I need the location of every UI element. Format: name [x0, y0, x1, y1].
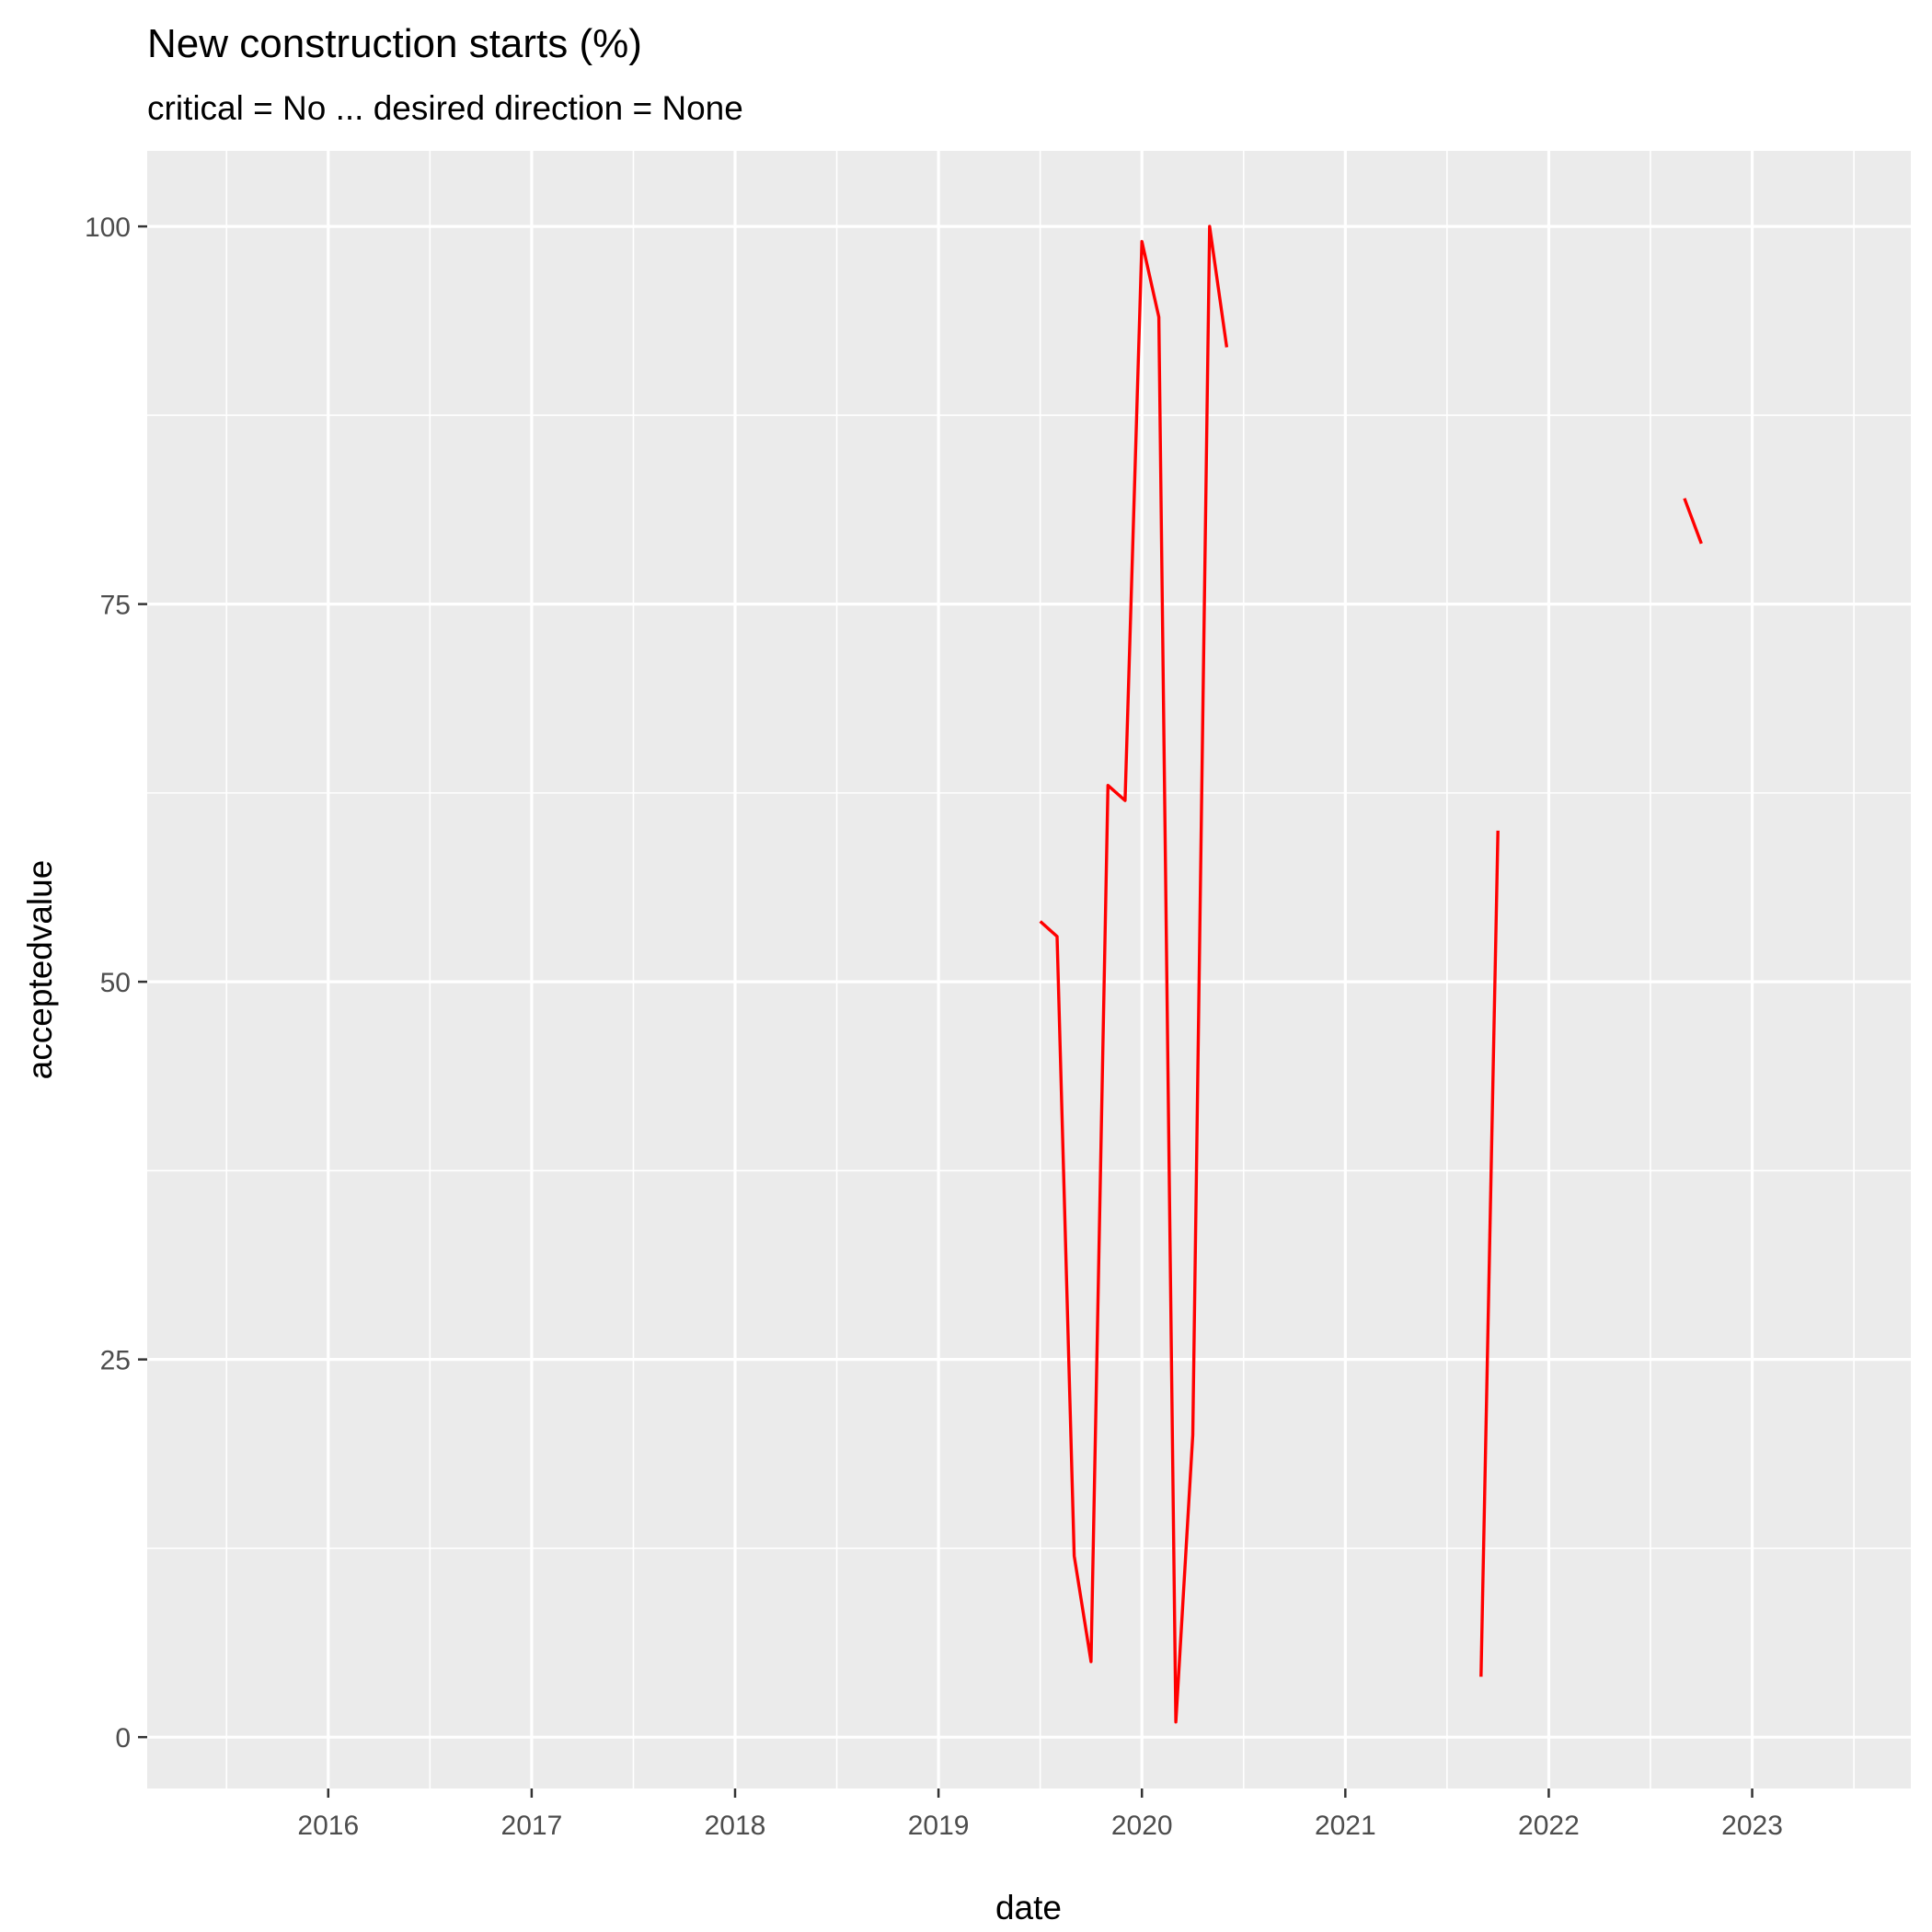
- x-tick-label: 2021: [1315, 1811, 1376, 1841]
- x-axis: 2016 2017 2018 2019 2020 2021 2022 2023: [297, 1788, 1783, 1841]
- series-line-segment-3: [1683, 498, 1703, 545]
- y-axis-title: acceptedvalue: [21, 860, 59, 1080]
- series-layer: [1039, 224, 1703, 1724]
- x-axis-title: date: [995, 1889, 1062, 1926]
- chart-title: New construction starts (%): [147, 21, 642, 66]
- y-tick-label: 100: [85, 213, 131, 243]
- y-tick-label: 0: [115, 1723, 131, 1754]
- x-tick-label: 2020: [1111, 1811, 1173, 1841]
- series-line-segment-1: [1039, 224, 1229, 1724]
- x-tick-label: 2016: [297, 1811, 359, 1841]
- y-tick-label: 75: [100, 591, 131, 621]
- series-line-segment-2: [1479, 830, 1500, 1677]
- x-tick-label: 2017: [501, 1811, 563, 1841]
- y-tick-label: 25: [100, 1346, 131, 1376]
- major-gridlines: [147, 151, 1911, 1788]
- x-tick-label: 2022: [1518, 1811, 1580, 1841]
- x-tick-label: 2019: [908, 1811, 970, 1841]
- x-tick-label: 2018: [705, 1811, 766, 1841]
- x-tick-label: 2023: [1721, 1811, 1783, 1841]
- plot-panel: [147, 151, 1911, 1788]
- y-tick-label: 50: [100, 968, 131, 998]
- y-axis: 0 25 50 75 100: [85, 213, 147, 1754]
- chart-subtitle: critical = No ... desired direction = No…: [147, 89, 743, 127]
- minor-gridlines: [147, 151, 1911, 1788]
